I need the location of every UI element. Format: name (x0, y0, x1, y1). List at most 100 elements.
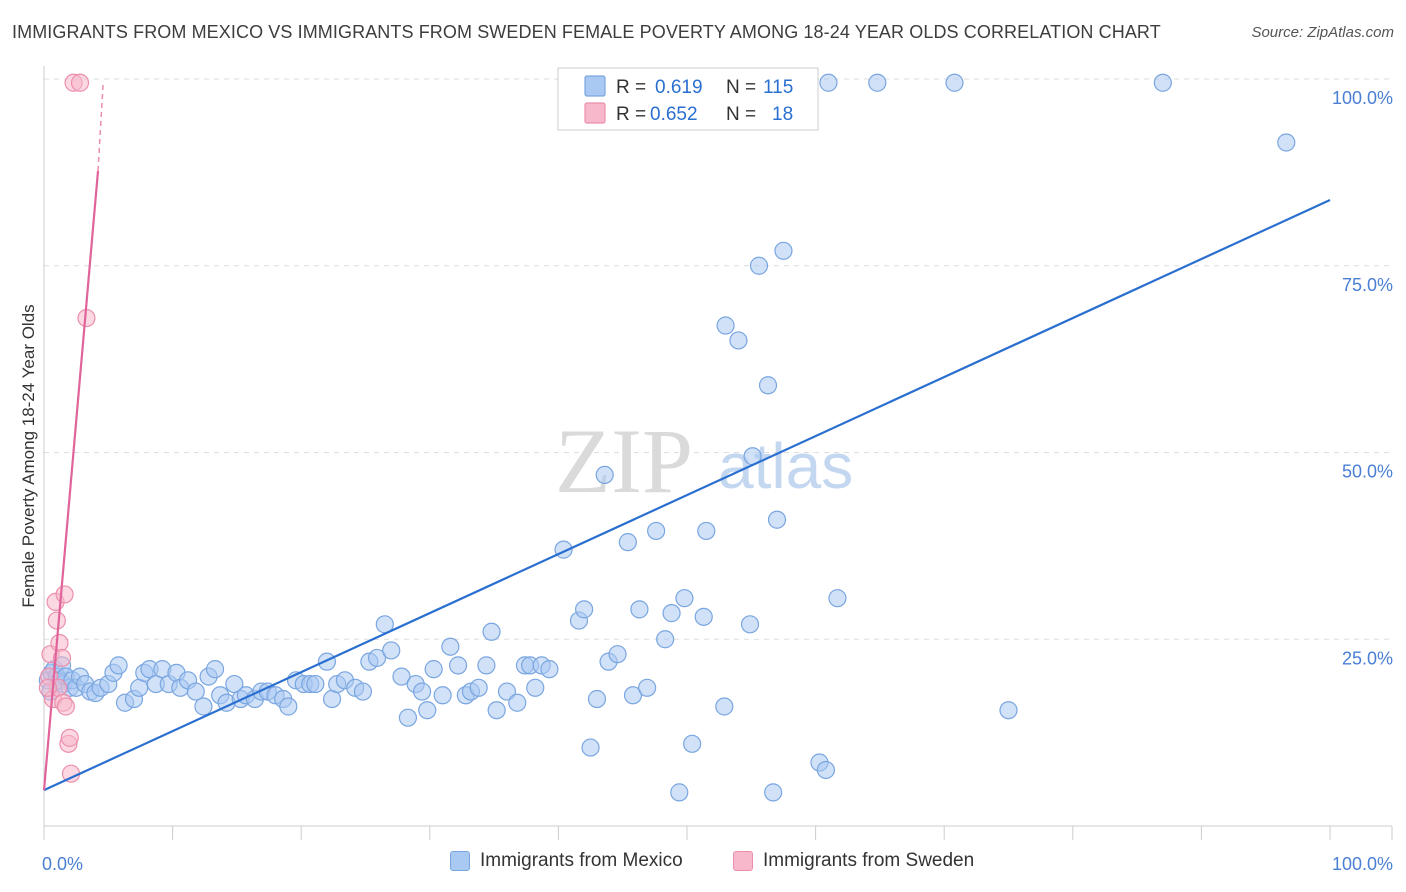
point-sweden (70, 73, 90, 92)
legend-n-value-mexico: 115 (763, 77, 793, 98)
watermark-zip: ZIP (555, 410, 693, 512)
legend-label-sweden: Immigrants from Sweden (763, 850, 975, 871)
point-mexico (540, 660, 559, 679)
point-mexico (740, 615, 760, 634)
point-mexico (581, 738, 600, 757)
point-sweden (55, 585, 74, 604)
point-mexico (225, 674, 244, 694)
point-mexico (497, 682, 517, 701)
legend-label-mexico: Immigrants from Mexico (480, 850, 683, 871)
point-mexico (398, 708, 418, 727)
legend-n-value-sweden: 18 (772, 104, 793, 125)
point-mexico (575, 600, 594, 619)
y-tick-label: 100.0% (1332, 88, 1393, 108)
legend-swatch-sweden (584, 102, 606, 124)
trend-line-sweden-extension (97, 82, 104, 171)
point-mexico (999, 701, 1018, 720)
legend-r-label-mexico: R = (616, 77, 646, 98)
point-sweden (60, 728, 79, 747)
point-mexico (819, 73, 838, 92)
legend-item-mexico[interactable]: Immigrants from Mexico (450, 850, 683, 872)
point-mexico (716, 316, 735, 335)
point-mexico (595, 465, 614, 485)
point-mexico (1277, 133, 1296, 152)
point-mexico (418, 701, 437, 720)
point-mexico (945, 73, 964, 92)
x-tick-labels: 0.0% 100.0% (42, 854, 1393, 874)
trend-line-sweden (42, 170, 100, 791)
point-mexico (670, 783, 689, 802)
point-mexico (764, 783, 783, 802)
legend-item-sweden[interactable]: Immigrants from Sweden (733, 850, 974, 872)
point-mexico (683, 734, 702, 753)
legend-r-label-sweden: R = (616, 104, 646, 125)
point-mexico (382, 641, 401, 660)
x-tick-label: 0.0% (42, 854, 83, 874)
legend-swatch-mexico-bottom (450, 851, 470, 871)
point-mexico (477, 656, 496, 675)
point-mexico (367, 648, 387, 668)
point-mexico (205, 660, 225, 679)
legend-bottom: Immigrants from Mexico Immigrants from S… (0, 850, 1406, 880)
point-mexico (656, 630, 675, 649)
point-mexico (749, 256, 769, 275)
point-mexico (1153, 73, 1172, 92)
point-sweden (50, 633, 69, 653)
point-mexico (715, 697, 734, 716)
point-mexico (729, 331, 748, 350)
point-sweden (47, 611, 66, 630)
point-mexico (675, 589, 694, 608)
point-mexico (433, 686, 452, 705)
legend-n-label-mexico: N = (726, 77, 756, 98)
point-mexico (186, 682, 205, 701)
point-mexico (694, 607, 713, 626)
point-mexico (758, 376, 778, 395)
point-mexico (526, 678, 545, 697)
x-tick-label: 100.0% (1332, 854, 1393, 874)
point-mexico (630, 600, 649, 619)
y-tick-label: 50.0% (1342, 462, 1393, 482)
legend-r-value-mexico: 0.619 (655, 77, 703, 98)
point-mexico (647, 521, 666, 541)
legend-swatch-mexico (584, 75, 606, 97)
point-mexico (441, 637, 460, 656)
point-mexico (412, 682, 432, 701)
point-mexico (662, 604, 681, 623)
point-mexico (816, 760, 835, 780)
trend-lines (42, 82, 1331, 792)
point-sweden (56, 697, 75, 716)
point-mexico (279, 697, 298, 716)
y-axis-title: Female Poverty Among 18-24 Year Olds (19, 304, 38, 607)
watermark-atlas: atlas (718, 430, 853, 502)
point-mexico (623, 686, 643, 705)
point-mexico (317, 652, 337, 671)
point-mexico (767, 510, 787, 529)
point-mexico (194, 697, 213, 716)
point-mexico (868, 73, 887, 92)
point-mexico (697, 521, 716, 541)
point-mexico (448, 656, 468, 675)
legend-r-value-sweden: 0.652 (650, 104, 698, 125)
point-mexico (306, 674, 325, 694)
y-tick-labels: 25.0% 50.0% 75.0% 100.0% (1332, 88, 1393, 668)
source-credit: Source: ZipAtlas.com (1251, 24, 1394, 41)
point-mexico (638, 678, 657, 697)
point-mexico (828, 589, 847, 608)
point-mexico (469, 678, 488, 697)
point-mexico (482, 622, 501, 641)
point-mexico (109, 656, 128, 675)
y-tick-label: 75.0% (1342, 275, 1393, 295)
point-mexico (618, 533, 637, 552)
trend-line-mexico (43, 199, 1331, 792)
point-mexico (392, 667, 411, 686)
chart-title: IMMIGRANTS FROM MEXICO VS IMMIGRANTS FRO… (12, 22, 1161, 42)
point-mexico (774, 241, 793, 260)
watermark: ZIP atlas (555, 410, 853, 512)
point-mexico (353, 682, 373, 701)
y-tick-label: 25.0% (1342, 648, 1393, 668)
point-mexico (424, 660, 443, 679)
point-mexico (487, 701, 506, 720)
point-mexico (508, 693, 527, 712)
point-mexico (587, 689, 607, 709)
